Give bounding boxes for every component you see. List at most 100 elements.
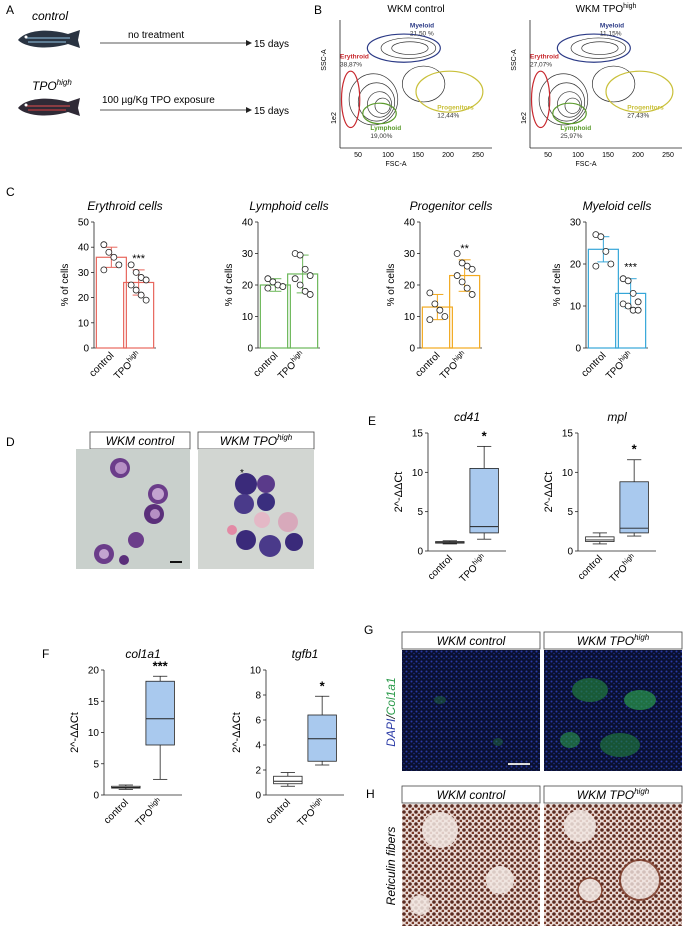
y-tick-label: 8 — [255, 691, 261, 702]
data-point — [634, 298, 642, 306]
y-tick-label: 30 — [78, 268, 90, 279]
category-label: TPOhigh — [603, 350, 635, 382]
gate-percent: 27,07% — [530, 61, 552, 68]
x-tick-label: 250 — [472, 152, 484, 159]
y-tick-label: 0 — [567, 547, 573, 558]
contour — [380, 37, 437, 59]
y-tick-label: 0 — [255, 791, 261, 802]
chart-title: cd41 — [454, 410, 480, 424]
gate-label: Myeloid — [410, 23, 434, 30]
y-tick-label: 5 — [417, 507, 423, 518]
data-point — [436, 306, 444, 314]
gate-percent: 38,87% — [340, 61, 362, 68]
data-point — [110, 253, 118, 261]
y-axis-label: SSC-A — [321, 49, 328, 71]
significance-mark: ** — [460, 243, 469, 255]
y-axis-label: % of cells — [552, 264, 563, 307]
data-point — [132, 286, 140, 294]
gate-percent: 19,00% — [370, 133, 392, 140]
category-label: TPOhigh — [607, 553, 639, 585]
immunofluorescence-g: WKM control WKM TPOhigh DAPI/Col1a1 — [384, 631, 683, 771]
gate-label: Myeloid — [600, 23, 624, 30]
chart-E1: cd41 0 5 10 15 2^-ΔΔCt control TPOhigh * — [393, 410, 506, 585]
d-asterisk: * — [240, 468, 244, 479]
panel-letter-h: H — [366, 787, 375, 801]
category-label: TPOhigh — [437, 350, 469, 382]
data-point — [426, 316, 434, 324]
gate-percent: 25,97% — [560, 133, 582, 140]
category-sup: high — [452, 350, 466, 364]
y-tick-label: 4 — [255, 741, 261, 752]
category-text: control — [102, 797, 131, 826]
y-tick-label: 10 — [562, 468, 574, 479]
chart-title: Lymphoid cells — [249, 199, 328, 213]
data-point — [597, 233, 605, 241]
y-tick-label: 40 — [404, 218, 416, 229]
zebrafish-control-icon — [18, 30, 80, 48]
data-point — [458, 259, 466, 267]
contour — [357, 82, 396, 122]
panel-letter-b: B — [314, 3, 322, 17]
data-point — [100, 241, 108, 249]
chart-F1: col1a1 0 5 10 15 20 2^-ΔΔCt control TPOhigh *** — [69, 647, 182, 829]
y-tick-label: 10 — [412, 468, 424, 479]
significance-mark: * — [482, 428, 488, 443]
box — [585, 536, 615, 542]
gate-erythroid — [530, 70, 551, 129]
data-point — [115, 261, 123, 269]
gate-label: Lymphoid — [560, 125, 591, 132]
data-point — [296, 251, 304, 259]
flow-plot-title: WKM control — [387, 4, 444, 15]
data-point — [279, 283, 287, 290]
gate-lymphoid — [552, 102, 587, 125]
flow-cytometry-plots: WKM control SSC-A 1e2 50 100 150 200 250 FSC-A My… — [321, 3, 682, 168]
data-point — [100, 266, 108, 274]
data-point — [634, 306, 642, 314]
y-tick-label: 2 — [255, 766, 261, 777]
data-point — [468, 265, 476, 273]
panel-letter-e: E — [368, 414, 376, 428]
title-sup: high — [623, 3, 636, 10]
box — [273, 775, 303, 785]
y-tick-label: 20 — [404, 281, 416, 292]
gate-lymphoid — [362, 102, 397, 125]
flow-plot-tpo: WKM TPOhigh SSC-A 1e2 50 100 150 200 250 FSC-A My… — [511, 3, 682, 168]
y-tick-label: 5 — [93, 759, 99, 770]
y-tick-label: 10 — [242, 312, 254, 323]
gate-erythroid — [340, 70, 361, 129]
contour — [538, 73, 589, 126]
gate-myeloid — [366, 33, 441, 63]
g-title-control: WKM control — [437, 634, 506, 648]
category-sup: high — [618, 350, 632, 364]
data-point — [132, 268, 140, 276]
y-tick-label: 30 — [404, 249, 416, 260]
x-tick-label: 250 — [662, 152, 674, 159]
tpo-arrow-head — [246, 107, 252, 113]
data-point — [463, 284, 471, 292]
y-tick-label: 40 — [242, 218, 254, 229]
data-point — [301, 265, 309, 273]
d-title-control: WKM control — [106, 434, 175, 448]
y-axis-label: 2^-ΔΔCt — [231, 712, 243, 753]
gate-percent: 11,15% — [600, 31, 622, 38]
chart-E2: mpl 0 5 10 15 2^-ΔΔCt control TPOhigh * — [543, 410, 656, 585]
g-side-label: DAPI/Col1a1 — [384, 677, 398, 746]
category-label: TPOhigh — [295, 797, 327, 829]
data-point — [264, 284, 272, 292]
control-arrow-text: no treatment — [128, 30, 184, 41]
panel-letter-d: D — [6, 435, 15, 449]
chart-title: tgfb1 — [292, 647, 319, 661]
control-duration: 15 days — [254, 39, 289, 50]
x-tick-label: 150 — [602, 152, 614, 159]
data-point — [296, 281, 304, 289]
title-text: WKM TPO — [576, 4, 624, 15]
gate-label: Erythroid — [340, 53, 369, 60]
y-axis-label: % of cells — [60, 264, 71, 307]
data-point — [453, 250, 461, 257]
category-label: TPOhigh — [457, 553, 489, 585]
data-point — [142, 296, 150, 304]
significance-mark: *** — [153, 658, 169, 673]
panel-letter-g: G — [364, 623, 373, 637]
